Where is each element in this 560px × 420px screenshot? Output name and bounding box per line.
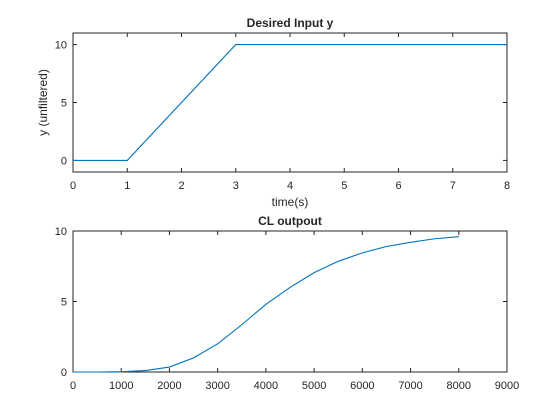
bottom-x-tick-label: 8000 xyxy=(447,380,471,392)
top-y-tick-label: 0 xyxy=(61,155,67,167)
bottom-x-tick-label: 0 xyxy=(70,380,76,392)
bottom-y-tick-label: 5 xyxy=(61,297,67,309)
top-y-tick-label: 10 xyxy=(55,40,67,52)
top-x-tick-label: 6 xyxy=(395,180,401,192)
top-x-tick-label: 3 xyxy=(233,180,239,192)
top-chart-title: Desired Input y xyxy=(247,16,334,30)
bottom-x-tick-label: 5000 xyxy=(302,380,326,392)
bottom-x-tick-label: 7000 xyxy=(398,380,422,392)
bottom-x-tick-label: 9000 xyxy=(495,380,519,392)
top-x-tick-label: 4 xyxy=(287,180,293,192)
top-x-axis-label: time(s) xyxy=(272,195,309,209)
bottom-series-line xyxy=(73,236,459,373)
bottom-ticks: 0 1000 2000 3000 4000 5000 6000 7000 8000 9000 0 5 1… xyxy=(55,226,519,392)
top-series-group xyxy=(73,44,507,161)
top-y-axis-label: y (unfiltered) xyxy=(36,69,50,136)
bottom-series-group xyxy=(73,236,459,373)
bottom-y-tick-label: 0 xyxy=(61,367,67,379)
top-x-tick-label: 5 xyxy=(341,180,347,192)
bottom-x-tick-label: 4000 xyxy=(254,380,278,392)
top-x-tick-label: 7 xyxy=(450,180,456,192)
top-chart: Desired Input y time(s) y (unfiltered) 0… xyxy=(36,16,510,209)
top-x-tick-label: 2 xyxy=(178,180,184,192)
bottom-x-tick-label: 6000 xyxy=(350,380,374,392)
bottom-y-tick-label: 10 xyxy=(55,226,67,238)
top-ticks: 0 1 2 3 4 5 6 7 8 0 5 10 xyxy=(55,33,510,192)
top-x-tick-label: 8 xyxy=(504,180,510,192)
top-x-tick-label: 0 xyxy=(70,180,76,192)
bottom-x-tick-label: 3000 xyxy=(205,380,229,392)
bottom-x-tick-label: 2000 xyxy=(157,380,181,392)
top-plot-frame xyxy=(72,32,508,173)
bottom-x-tick-label: 1000 xyxy=(109,380,133,392)
top-y-tick-label: 5 xyxy=(61,98,67,110)
bottom-plot-frame xyxy=(72,230,508,373)
top-series-line xyxy=(73,44,507,161)
top-x-tick-label: 1 xyxy=(124,180,130,192)
bottom-chart: CL outpout 0 1000 2000 3000 4000 5000 6000 7000… xyxy=(55,214,519,392)
bottom-chart-title: CL outpout xyxy=(258,214,322,228)
